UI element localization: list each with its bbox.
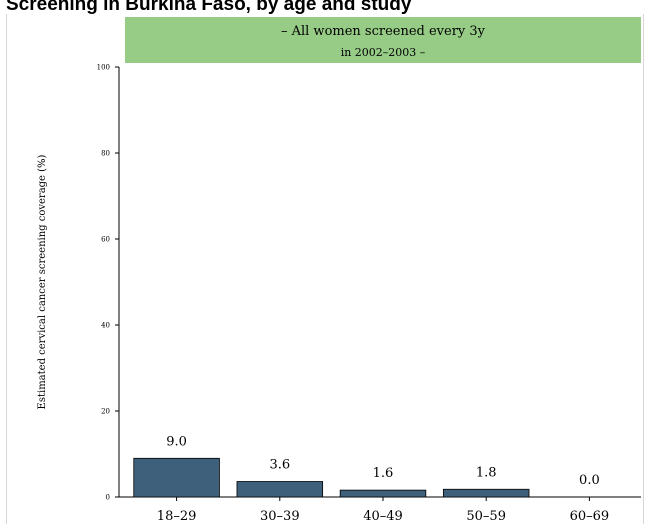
data-label: 1.6 bbox=[373, 466, 394, 481]
bar-50–59 bbox=[443, 489, 529, 497]
chart-panel: – All women screened every 3y in 2002–20… bbox=[6, 14, 644, 524]
y-axis-label: Estimated cervical cancer screening cove… bbox=[37, 154, 48, 409]
y-tick-label: 0 bbox=[106, 494, 110, 502]
data-label: 3.6 bbox=[269, 458, 290, 473]
x-tick-label: 40–49 bbox=[363, 509, 403, 524]
x-tick-label: 18–29 bbox=[157, 509, 197, 524]
facet-label-line-1: – All women screened every 3y bbox=[281, 24, 486, 39]
facet-label-line-2: in 2002–2003 – bbox=[341, 46, 426, 59]
bar-chart: – All women screened every 3y in 2002–20… bbox=[7, 14, 643, 524]
y-axis-ticks: 0 20 40 60 80 100 bbox=[97, 64, 119, 502]
bar-18–29 bbox=[134, 458, 220, 497]
y-tick-label: 100 bbox=[97, 64, 110, 72]
x-tick-label: 60–69 bbox=[570, 509, 610, 524]
y-tick-label: 20 bbox=[101, 408, 110, 416]
y-tick-label: 80 bbox=[101, 150, 110, 158]
data-label: 0.0 bbox=[579, 473, 600, 488]
bars: 9.0 3.6 1.6 1.8 0.0 bbox=[134, 434, 600, 497]
y-tick-label: 40 bbox=[101, 322, 110, 330]
x-tick-label: 50–59 bbox=[466, 509, 506, 524]
y-tick-label: 60 bbox=[101, 236, 110, 244]
bar-30–39 bbox=[237, 482, 323, 497]
x-axis-labels: 18–29 30–39 40–49 50–59 60–69 bbox=[157, 497, 609, 524]
bar-40–49 bbox=[340, 490, 426, 497]
x-tick-label: 30–39 bbox=[260, 509, 300, 524]
data-label: 9.0 bbox=[166, 434, 187, 449]
data-label: 1.8 bbox=[476, 465, 497, 480]
